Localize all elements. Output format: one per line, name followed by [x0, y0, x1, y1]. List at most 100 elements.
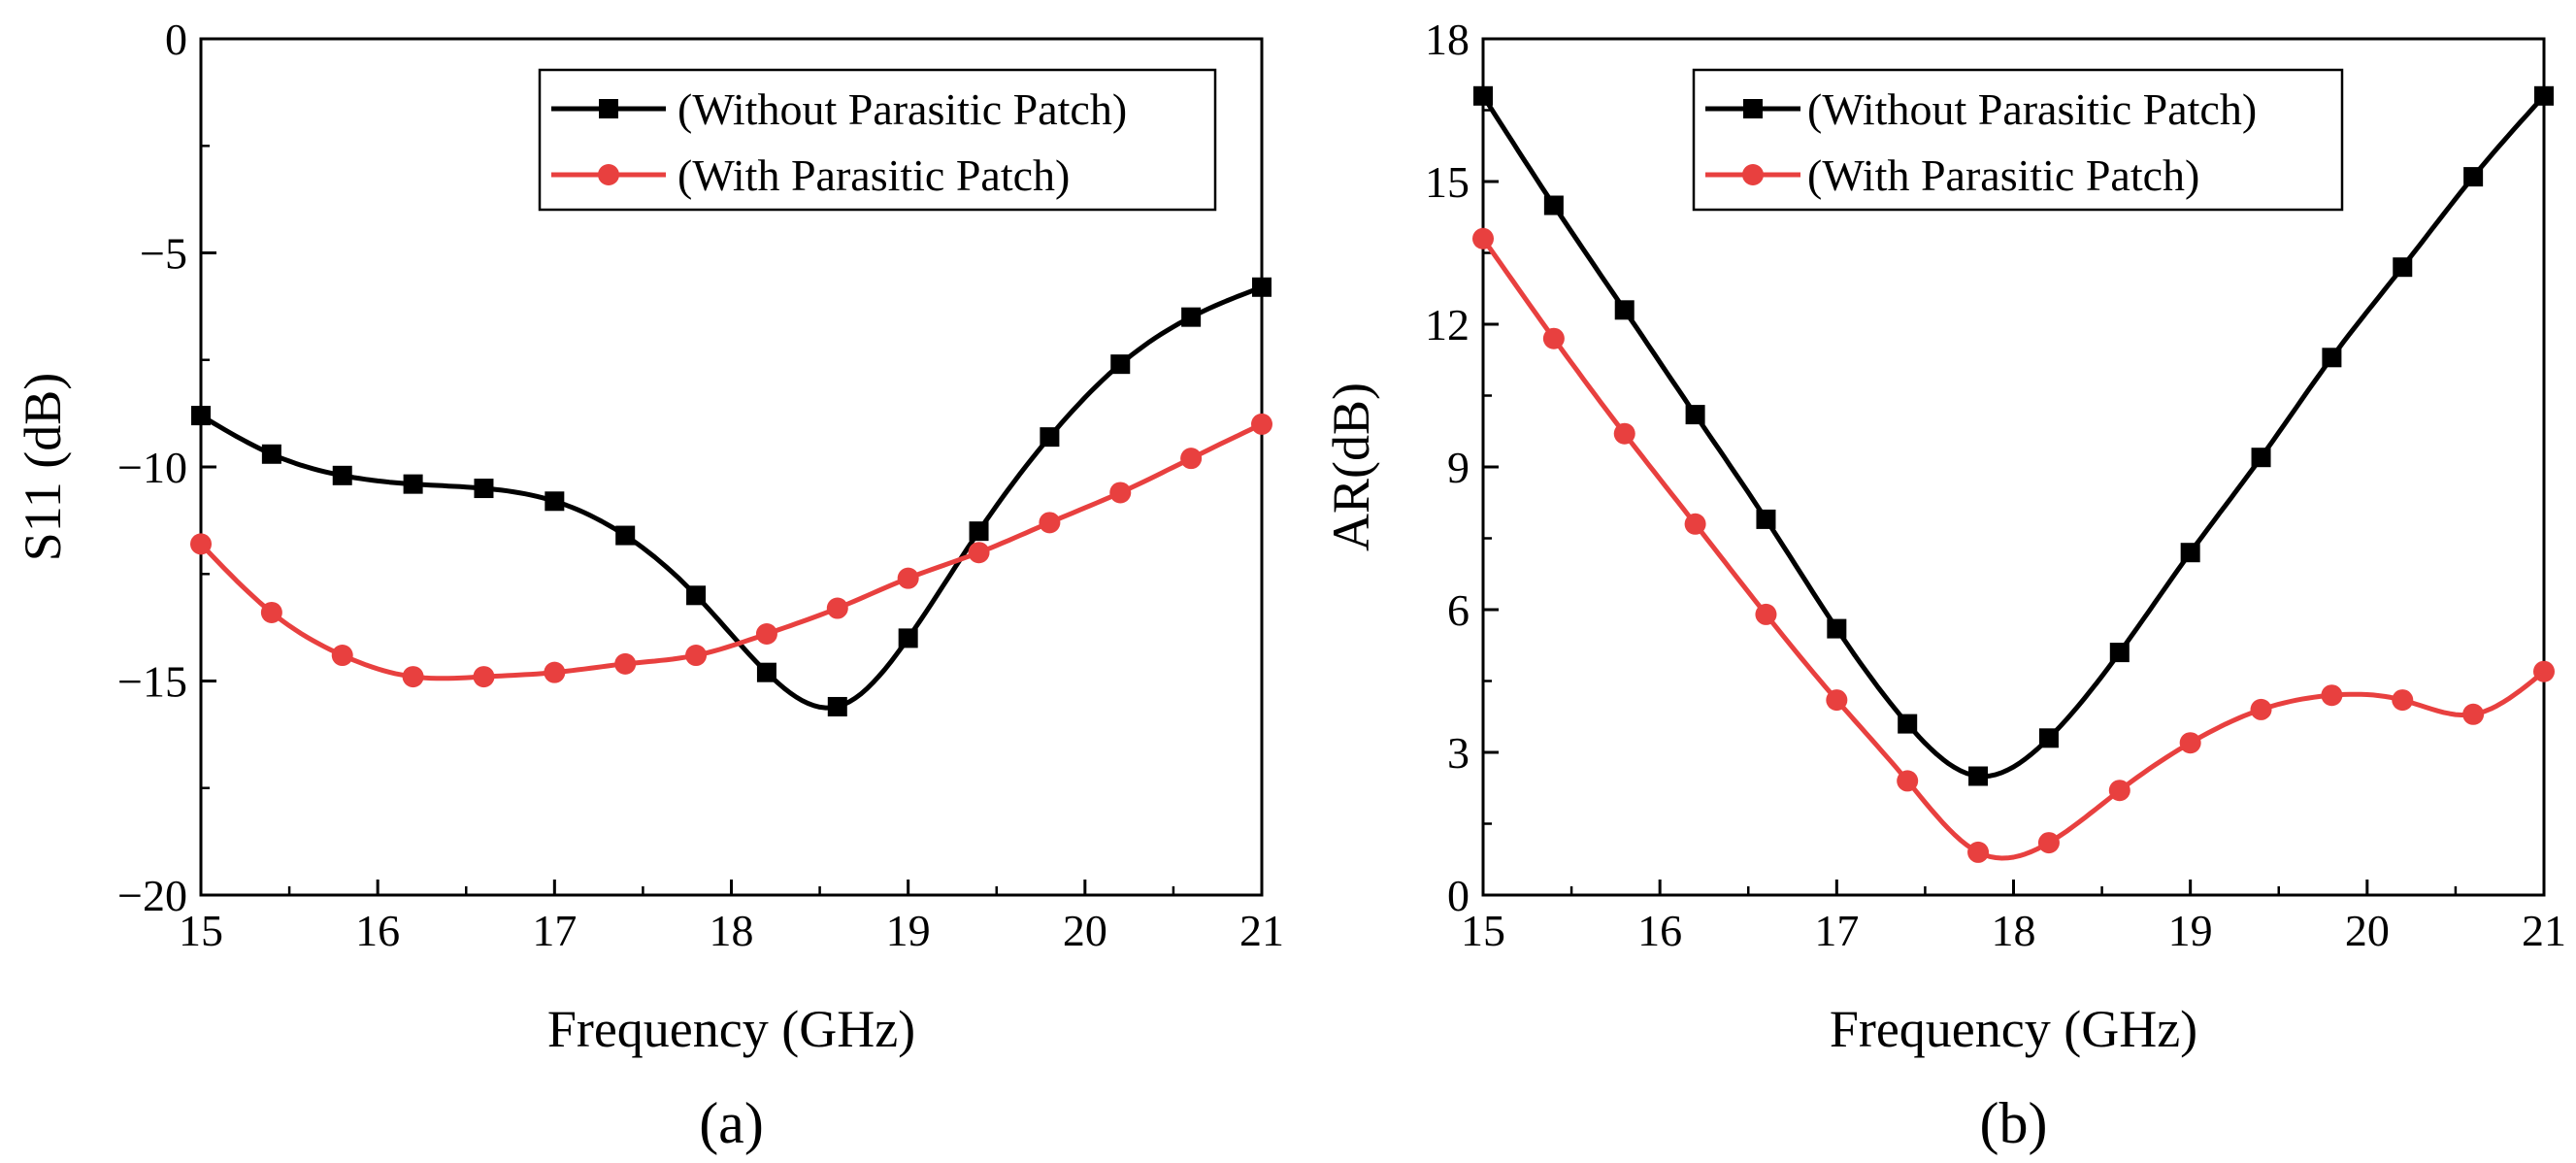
data-point-circle [1180, 448, 1203, 470]
data-point-square [827, 696, 847, 716]
y-tick-label: 9 [1447, 443, 1470, 492]
data-point-square [2038, 728, 2059, 748]
data-point-square [2322, 348, 2342, 368]
series-lines [1480, 93, 2547, 861]
data-point-square [1827, 618, 1847, 639]
legend-box [1692, 68, 2344, 212]
series-markers [1472, 85, 2555, 863]
series-markers [190, 277, 1272, 716]
axis-ticks [1481, 37, 2546, 897]
data-point-square [2251, 448, 2271, 468]
x-tick-label: 20 [1063, 906, 1107, 955]
data-point-circle [2462, 703, 2485, 725]
x-tick-label: 21 [2522, 906, 2566, 955]
data-point-square [1543, 195, 1564, 216]
data-point-circle [755, 622, 777, 645]
data-point-square [2534, 85, 2554, 106]
data-point-circle [1755, 603, 1777, 625]
data-point-circle [1039, 512, 1061, 534]
x-tick-label: 17 [532, 906, 577, 955]
x-tick-label: 17 [1814, 906, 1859, 955]
data-point-square [1968, 766, 1989, 786]
x-tick-label: 16 [355, 906, 400, 955]
data-point-square [1110, 354, 1131, 375]
y-axis-label: S11 (dB) [14, 373, 72, 562]
data-point-square [1898, 714, 1918, 734]
x-tick-label: 18 [710, 906, 754, 955]
x-tick-label: 21 [1239, 906, 1284, 955]
data-point-circle [544, 661, 566, 683]
x-tick-label: 15 [179, 906, 223, 955]
legend-label-with-patch: (With Parasitic Patch) [677, 150, 1070, 200]
data-point-circle [1251, 413, 1272, 435]
y-tick-label: −20 [117, 871, 187, 920]
legend-label-without-patch: (Without Parasitic Patch) [677, 84, 1127, 134]
legend: (Without Parasitic Patch) (With Parasiti… [1692, 68, 2344, 212]
y-tick-label: −10 [117, 443, 187, 492]
y-tick-label: 15 [1425, 157, 1470, 207]
data-point-circle [1109, 482, 1132, 504]
data-point-square [1040, 427, 1060, 448]
panel-caption: (b) [1980, 1091, 2048, 1155]
data-point-square [1685, 405, 1705, 425]
data-point-circle [968, 542, 990, 564]
data-point-square [1252, 277, 1271, 297]
x-tick-labels: 15 16 17 18 19 20 21 [1461, 906, 2566, 955]
chart-panel-a: 15 16 17 18 19 20 21 −20 −15 −10 −5 0 Frequency (G… [14, 15, 1284, 1155]
legend-marker-circle [1742, 164, 1764, 185]
data-point-square [2109, 643, 2130, 663]
x-tick-labels: 15 16 17 18 19 20 21 [179, 906, 1284, 955]
data-point-circle [1826, 689, 1848, 712]
y-tick-labels: −20 −15 −10 −5 0 [117, 15, 187, 920]
data-point-square [2393, 257, 2413, 278]
data-point-circle [1684, 513, 1706, 535]
data-point-square [1473, 85, 1493, 106]
data-point-square [191, 406, 211, 426]
data-point-square [545, 491, 565, 512]
x-tick-label: 19 [2168, 906, 2213, 955]
legend-box [538, 68, 1217, 212]
data-point-square [2180, 543, 2200, 563]
series-line-with-patch [198, 421, 1265, 681]
data-point-square [2463, 167, 2484, 187]
legend-marker-circle [598, 164, 619, 185]
y-tick-label: −15 [117, 657, 187, 707]
data-point-square [261, 444, 281, 464]
legend: (Without Parasitic Patch) (With Parasiti… [538, 68, 1217, 212]
x-tick-label: 18 [1992, 906, 2036, 955]
data-point-circle [331, 645, 353, 667]
panel-caption: (a) [699, 1091, 764, 1155]
y-tick-label: 12 [1425, 300, 1470, 349]
data-point-circle [826, 597, 848, 619]
y-tick-label: 0 [1447, 871, 1470, 920]
data-point-square [332, 465, 352, 485]
data-point-square [615, 525, 636, 546]
x-tick-label: 16 [1637, 906, 1682, 955]
y-tick-label: 6 [1447, 585, 1470, 635]
data-point-circle [402, 666, 424, 688]
legend-label-with-patch: (With Parasitic Patch) [1807, 150, 2199, 200]
x-tick-label: 15 [1461, 906, 1505, 955]
legend-marker-square [599, 99, 618, 118]
series-lines [198, 284, 1265, 711]
y-tick-label: −5 [140, 229, 187, 279]
data-point-square [969, 521, 989, 542]
series-line-with-patch [1480, 236, 2547, 861]
legend-marker-square [1743, 99, 1763, 118]
data-point-circle [2037, 832, 2060, 854]
data-point-square [898, 628, 918, 648]
data-point-square [474, 479, 494, 499]
data-point-circle [190, 533, 212, 555]
data-point-square [686, 585, 707, 606]
data-point-circle [2533, 660, 2555, 682]
data-point-circle [614, 652, 637, 675]
x-axis-label: Frequency (GHz) [1830, 1000, 2197, 1058]
data-point-circle [1472, 227, 1494, 249]
data-point-circle [1613, 422, 1635, 445]
series-line-without-patch [1480, 93, 2547, 780]
axis-ticks [199, 37, 1264, 897]
data-point-circle [2392, 689, 2414, 712]
y-tick-label: 3 [1447, 728, 1470, 778]
data-point-circle [1967, 841, 1990, 863]
